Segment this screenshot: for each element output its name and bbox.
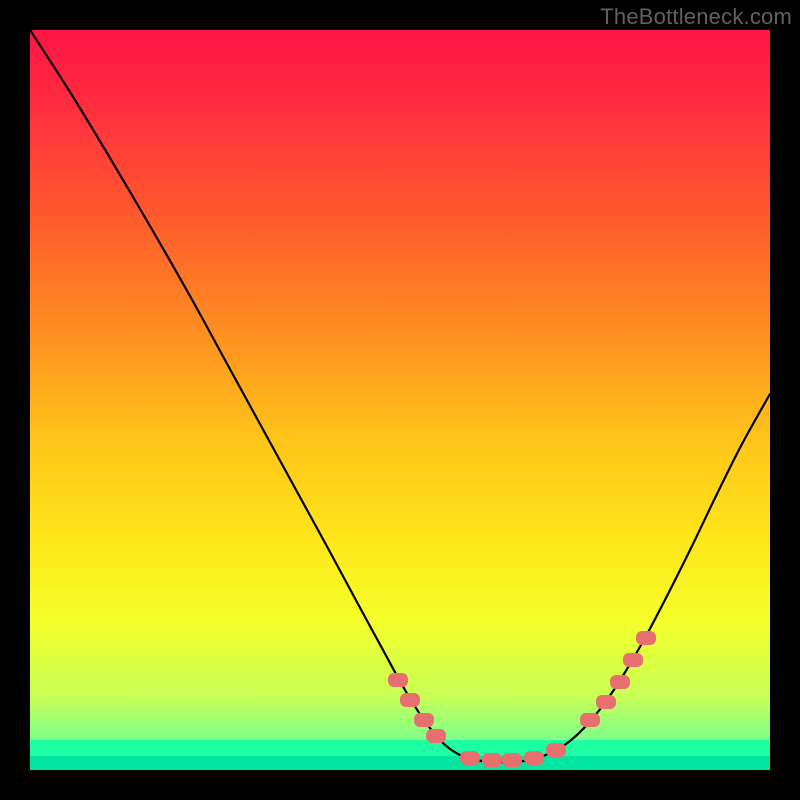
curve-marker	[636, 631, 656, 645]
curve-marker	[482, 753, 502, 767]
curve-marker	[580, 713, 600, 727]
curve-marker	[596, 695, 616, 709]
curve-marker	[460, 751, 480, 765]
band	[30, 740, 770, 756]
chart-stage: TheBottleneck.com	[0, 0, 800, 800]
curve-marker	[426, 729, 446, 743]
curve-marker	[524, 751, 544, 765]
curve-marker	[414, 713, 434, 727]
bottleneck-curve-chart	[0, 0, 800, 800]
band	[30, 756, 770, 770]
curve-marker	[502, 753, 522, 767]
curve-marker	[546, 743, 566, 757]
bottom-bands	[30, 740, 770, 770]
plot-background	[30, 30, 770, 770]
curve-marker	[400, 693, 420, 707]
curve-marker	[610, 675, 630, 689]
curve-marker	[623, 653, 643, 667]
curve-marker	[388, 673, 408, 687]
